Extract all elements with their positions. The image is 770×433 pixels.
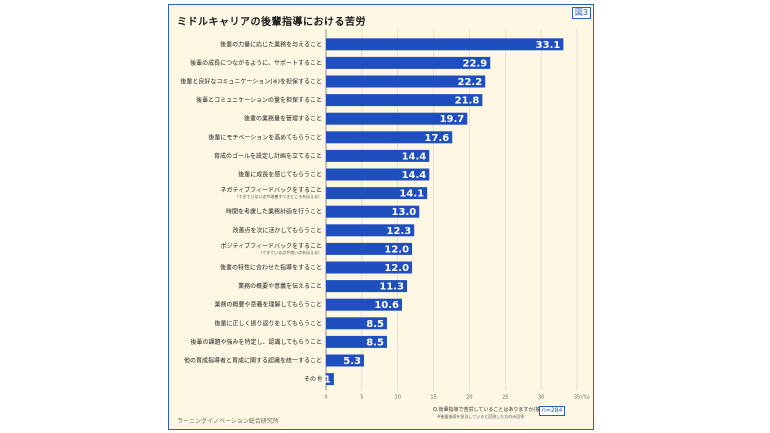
bar xyxy=(326,317,387,330)
bar-chart: 0 5 10 15 20 25 30 35 (%) 後輩の力量に応じた業務を与えること 33.1 後輩… xyxy=(180,29,590,400)
data-label: 14.1 xyxy=(399,189,424,200)
bar xyxy=(326,75,486,88)
data-label: 8.5 xyxy=(366,337,384,348)
category-label: ポジティブフィードバックをすること xyxy=(220,242,322,250)
bar xyxy=(326,354,365,367)
bar xyxy=(326,38,564,51)
category-label: 育成のゴールを設定し計画を立てること xyxy=(214,152,322,160)
bar xyxy=(326,280,408,293)
bar xyxy=(326,131,453,144)
data-label: 17.6 xyxy=(425,133,450,144)
data-label: 14.4 xyxy=(402,170,427,181)
category-label: ネガティブフィードバックをすること xyxy=(220,186,322,194)
category-label: 後輩に正しく振り返りをしてもらうこと xyxy=(214,319,322,327)
data-label: 22.9 xyxy=(463,58,488,69)
chart-title: ミドルキャリアの後輩指導における苦労 xyxy=(177,17,366,28)
x-tick-label: 15 xyxy=(430,394,436,400)
respondent-note: ※後輩指導を担当していると回答した方のみ回答 xyxy=(437,414,525,419)
data-label: 5.3 xyxy=(343,356,361,367)
data-label: 12.3 xyxy=(387,226,412,237)
x-tick-label: 5 xyxy=(360,394,363,400)
bar xyxy=(326,149,430,162)
data-label: 11.3 xyxy=(379,282,404,293)
data-label: 12.0 xyxy=(384,263,409,274)
bar xyxy=(326,335,387,348)
x-tick-label: 0 xyxy=(324,394,327,400)
data-label: 12.0 xyxy=(384,244,409,255)
data-label: 33.1 xyxy=(536,40,561,51)
category-label: 後輩の課題や強みを特定し、認識してもらうこと xyxy=(190,338,322,346)
source-credit: ラーニングイノベーション総合研究所 xyxy=(177,418,279,425)
x-tick-label: 25 xyxy=(502,394,508,400)
bar xyxy=(326,168,430,181)
bar xyxy=(326,242,413,255)
bar xyxy=(326,373,334,386)
bar xyxy=(326,261,413,274)
data-label: 1.1 xyxy=(313,375,331,386)
bar xyxy=(326,205,420,218)
category-label: 後輩と良好なコミュニケーション(※)を担保すること xyxy=(180,78,322,86)
x-tick-label: 30 xyxy=(538,394,544,400)
category-label: 後輩の成長につながるように、サポートすること xyxy=(190,59,322,67)
data-label: 13.0 xyxy=(392,207,417,218)
category-label: 時間を考慮した業務計画を行うこと xyxy=(226,208,322,216)
category-label: 業務の概要や意義を理解してもらうこと xyxy=(214,301,322,309)
sample-size-badge: n=284 xyxy=(539,406,566,416)
category-label: その他 xyxy=(304,375,322,383)
bar xyxy=(326,298,403,311)
x-tick-label: 20 xyxy=(466,394,472,400)
bar xyxy=(326,224,415,237)
data-label: 21.8 xyxy=(455,96,480,107)
category-sub-label: （できていない点や改善すべきところを伝える） xyxy=(234,193,322,199)
data-label: 14.4 xyxy=(402,151,427,162)
question-text: Q.後輩指導で苦労していることはありますか xyxy=(433,407,534,413)
data-label: 8.5 xyxy=(366,319,384,330)
bar xyxy=(326,94,483,107)
category-label: 後輩とコミュニケーションの量を担保すること xyxy=(196,96,322,104)
figure-number: 図3 xyxy=(571,7,591,19)
category-label: 後輩の業務量を管理すること xyxy=(244,115,322,123)
x-tick-label: 10 xyxy=(395,394,401,400)
data-label: 10.6 xyxy=(374,300,399,311)
category-label: 後輩の力量に応じた業務を与えること xyxy=(220,40,322,48)
chart-panel: 0 5 10 15 20 25 30 35 (%) 後輩の力量に応じた業務を与えること 33.1 後輩… xyxy=(168,4,594,430)
category-label: 改善点を次に活かしてもらうこと xyxy=(232,226,322,234)
category-sub-label: （できている点や良い点を伝える） xyxy=(258,249,322,255)
bar xyxy=(326,187,428,200)
category-label: 後輩にモチベーションを高めてもらうこと xyxy=(208,133,322,141)
data-label: 19.7 xyxy=(440,114,465,125)
category-label: 後輩に成長を感じてもらうこと xyxy=(238,171,322,179)
category-label: 後輩の特性に合わせた指導をすること xyxy=(220,264,322,272)
data-label: 22.2 xyxy=(458,77,483,88)
bar xyxy=(326,112,468,125)
x-tick-label: 35 xyxy=(574,394,580,400)
bar xyxy=(326,56,491,69)
category-label: 業務の概要や意義を伝えること xyxy=(238,282,322,290)
x-unit-label: (%) xyxy=(581,394,590,400)
category-label: 他の育成指導者と育成に関する認識を統一すること xyxy=(184,357,322,365)
